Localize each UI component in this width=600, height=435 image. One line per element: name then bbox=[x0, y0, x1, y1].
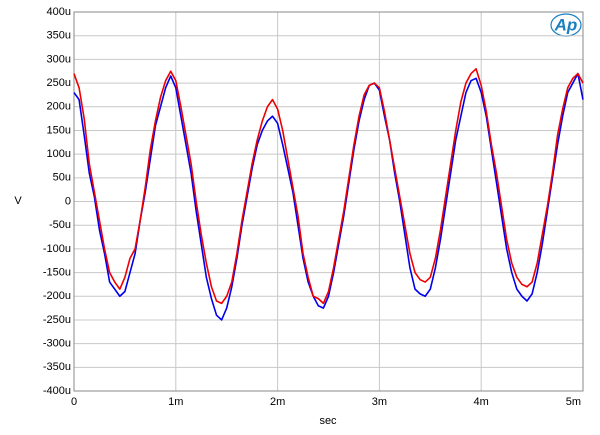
y-tick-label: -300u bbox=[43, 338, 71, 350]
y-tick-label: -350u bbox=[43, 361, 71, 373]
y-tick-label: -200u bbox=[43, 290, 71, 302]
y-tick-label: 50u bbox=[53, 172, 71, 184]
x-axis-label: sec bbox=[319, 415, 337, 427]
y-axis-label: V bbox=[14, 195, 22, 207]
x-tick-label: 5m bbox=[566, 396, 581, 408]
y-tick-label: -100u bbox=[43, 243, 71, 255]
y-tick-label: 100u bbox=[47, 148, 71, 160]
x-tick-label: 4m bbox=[474, 396, 489, 408]
x-tick-label: 3m bbox=[372, 396, 387, 408]
plot-area bbox=[73, 11, 584, 392]
y-tick-label: 350u bbox=[47, 30, 71, 42]
y-tick-label: 400u bbox=[47, 6, 71, 18]
x-tick-label: 2m bbox=[270, 396, 285, 408]
logo: Ap bbox=[554, 15, 578, 34]
y-tick-label: -150u bbox=[43, 266, 71, 278]
series-line bbox=[73, 68, 584, 305]
x-tick-label: 1m bbox=[168, 396, 183, 408]
x-tick-label: 0 bbox=[71, 396, 77, 408]
y-tick-label: 150u bbox=[47, 124, 71, 136]
y-tick-label: -50u bbox=[49, 219, 71, 231]
y-tick-label: 300u bbox=[47, 53, 71, 65]
y-tick-label: 200u bbox=[47, 101, 71, 113]
y-tick-label: 0 bbox=[65, 195, 71, 207]
series-line bbox=[73, 72, 584, 321]
y-tick-label: -400u bbox=[43, 385, 71, 397]
y-tick-label: 250u bbox=[47, 77, 71, 89]
y-tick-label: -250u bbox=[43, 314, 71, 326]
